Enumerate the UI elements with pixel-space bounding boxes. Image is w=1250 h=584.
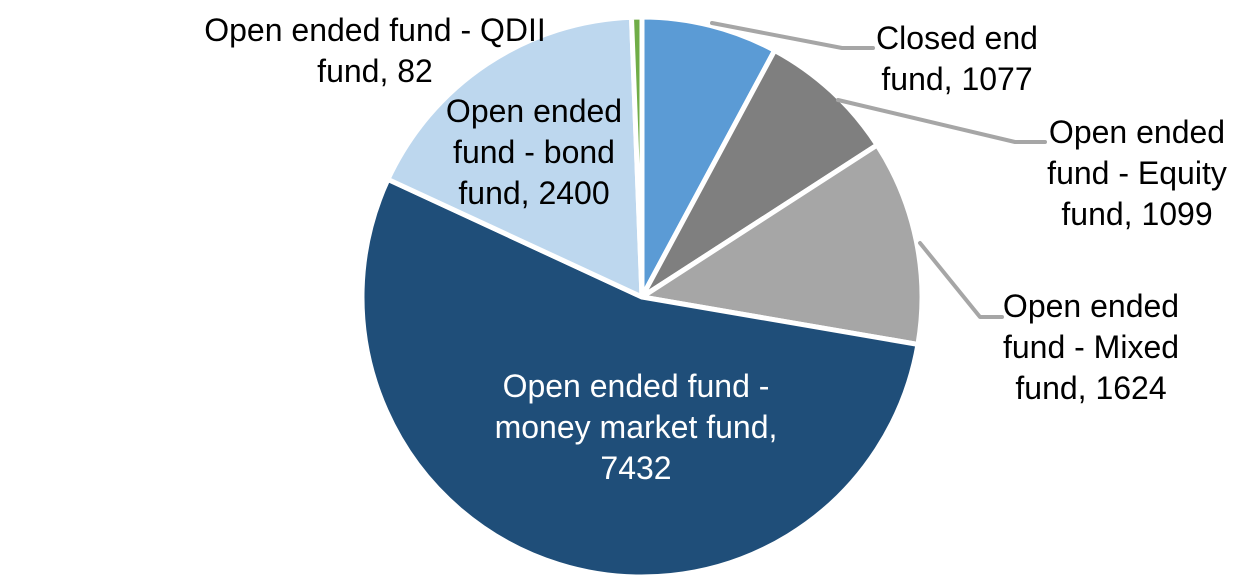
pie-slice-open-ended-fund-bond-fund[interactable]: [385, 14, 645, 300]
pie-slice-open-ended-fund-equity-fund[interactable]: [639, 47, 880, 300]
data-label-mixed-fund: Open ended fund - Mixed fund, 1624: [1002, 288, 1180, 406]
pie-slice-closed-end-fund[interactable]: [639, 14, 778, 300]
pie-slice-open-ended-fund-mixed-fund[interactable]: [639, 142, 925, 347]
leader-line-equity-fund: [836, 98, 1047, 144]
pie-slice-open-ended-fund-money-market-fund[interactable]: [359, 176, 921, 580]
pie-slices: [359, 14, 925, 580]
data-label-qdii-fund: Open ended fund - QDII fund, 82: [204, 12, 546, 89]
data-label-bond-fund: Open ended fund - bond fund, 2400: [445, 93, 623, 211]
leader-line-mixed-fund: [918, 241, 1004, 319]
leader-lines: [710, 21, 1047, 319]
data-label-money-market-fund: Open ended fund - money market fund, 743…: [494, 368, 778, 486]
data-label-closed-end-fund: Closed end fund, 1077: [876, 20, 1038, 97]
data-label-equity-fund: Open ended fund - Equity fund, 1099: [1047, 114, 1227, 232]
leader-line-closed-end-fund: [710, 21, 875, 50]
pie-slice-open-ended-fund-qdii-fund[interactable]: [628, 14, 645, 300]
